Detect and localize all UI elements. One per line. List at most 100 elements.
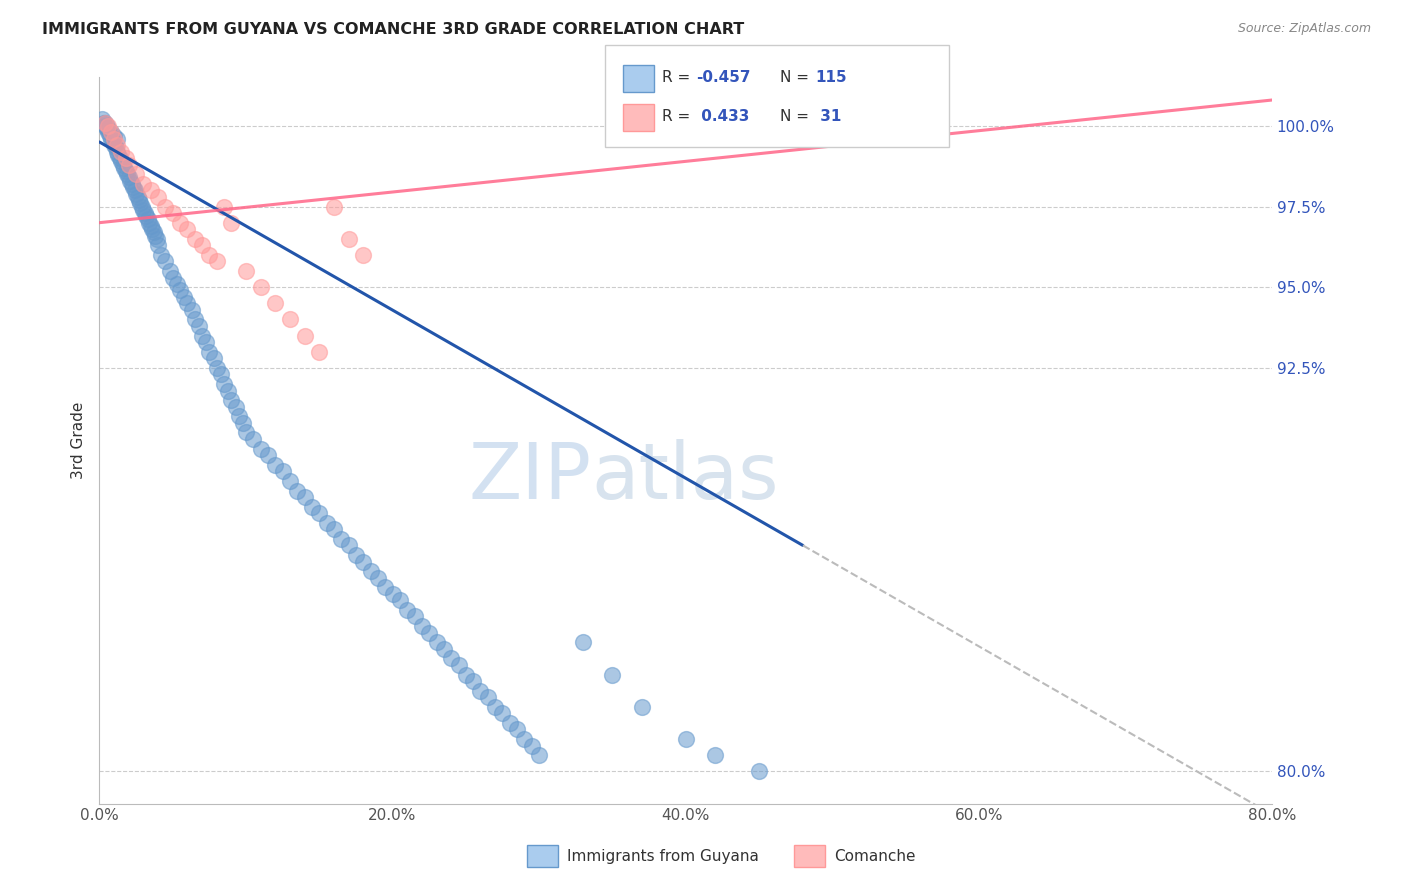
Point xyxy=(352,248,374,262)
Y-axis label: 3rd Grade: 3rd Grade xyxy=(72,401,86,479)
Point xyxy=(191,238,214,252)
Point xyxy=(125,186,148,201)
Point xyxy=(105,138,128,153)
Point xyxy=(264,458,287,472)
Point xyxy=(176,222,198,236)
Point xyxy=(278,474,301,488)
Point xyxy=(388,593,411,607)
Point xyxy=(381,587,404,601)
Point xyxy=(169,284,191,298)
Point xyxy=(142,225,165,239)
Point xyxy=(221,393,243,408)
Point xyxy=(176,296,198,310)
Point xyxy=(285,483,308,498)
Point xyxy=(477,690,499,705)
Point xyxy=(198,248,221,262)
Point xyxy=(98,128,121,143)
Text: N =: N = xyxy=(780,110,814,124)
Point xyxy=(120,174,142,188)
Point xyxy=(323,522,346,536)
Point xyxy=(100,125,122,139)
Point xyxy=(91,112,114,127)
Point xyxy=(93,115,115,129)
Point xyxy=(337,232,360,246)
Point xyxy=(225,400,247,414)
Point xyxy=(315,516,337,530)
Point xyxy=(433,641,456,656)
Point xyxy=(122,180,145,194)
Text: Comanche: Comanche xyxy=(834,849,915,863)
Point xyxy=(125,167,148,181)
Point xyxy=(278,312,301,326)
Point xyxy=(212,377,235,392)
Point xyxy=(166,277,188,291)
Point xyxy=(96,119,118,133)
Point xyxy=(94,115,117,129)
Point xyxy=(198,344,221,359)
Point xyxy=(308,506,330,520)
Point xyxy=(155,254,177,268)
Point xyxy=(124,183,146,197)
Point xyxy=(118,170,141,185)
Point xyxy=(183,312,205,326)
Point xyxy=(121,177,143,191)
Point xyxy=(105,132,128,146)
Point xyxy=(180,302,202,317)
Point xyxy=(308,344,330,359)
Point xyxy=(117,167,139,181)
Point xyxy=(146,190,169,204)
Text: 31: 31 xyxy=(815,110,842,124)
Point xyxy=(111,158,134,172)
Point xyxy=(191,328,214,343)
Point xyxy=(470,683,492,698)
Point xyxy=(114,151,136,165)
Point xyxy=(257,448,280,462)
Point xyxy=(132,202,155,217)
Point xyxy=(96,122,118,136)
Point xyxy=(249,280,271,294)
Point xyxy=(110,145,132,159)
Point xyxy=(352,555,374,569)
Point xyxy=(97,125,120,139)
Point xyxy=(103,128,125,143)
Point xyxy=(129,196,152,211)
Text: R =: R = xyxy=(662,110,696,124)
Point xyxy=(110,154,132,169)
Point xyxy=(97,119,120,133)
Point xyxy=(162,206,184,220)
Text: -0.457: -0.457 xyxy=(696,70,751,85)
Point xyxy=(112,161,135,175)
Point xyxy=(344,548,367,562)
Text: ZIP: ZIP xyxy=(468,439,592,515)
Point xyxy=(146,238,169,252)
Point xyxy=(513,732,536,747)
Point xyxy=(128,193,150,207)
Point xyxy=(100,132,122,146)
Point xyxy=(217,384,239,398)
Point xyxy=(107,148,129,162)
Point xyxy=(127,190,149,204)
Point xyxy=(138,216,160,230)
Text: atlas: atlas xyxy=(592,439,779,515)
Point xyxy=(572,635,595,649)
Point xyxy=(101,135,124,149)
Point xyxy=(105,145,128,159)
Point xyxy=(139,219,162,233)
Point xyxy=(506,723,529,737)
Point xyxy=(169,216,191,230)
Point xyxy=(232,416,254,430)
Point xyxy=(235,264,257,278)
Point xyxy=(103,132,125,146)
Point xyxy=(294,328,316,343)
Point xyxy=(141,222,163,236)
Point xyxy=(748,764,770,779)
Point xyxy=(135,209,157,223)
Point xyxy=(134,206,156,220)
Point xyxy=(103,138,125,153)
Point xyxy=(630,699,652,714)
Point xyxy=(188,318,211,333)
Point xyxy=(602,667,624,681)
Point xyxy=(367,571,389,585)
Point xyxy=(301,500,323,514)
Point xyxy=(131,200,153,214)
